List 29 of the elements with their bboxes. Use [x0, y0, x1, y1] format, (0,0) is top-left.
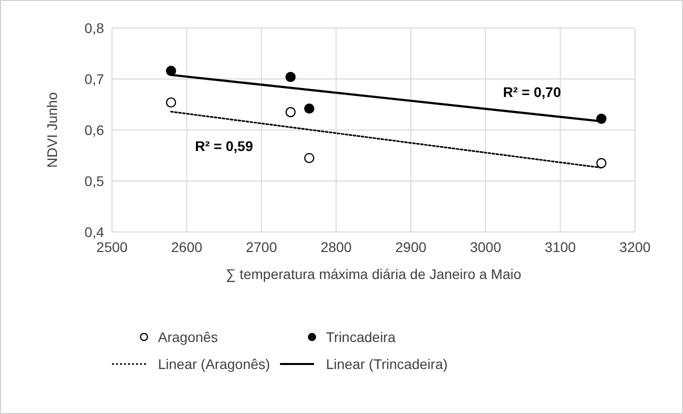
annotation: R² = 0,70: [503, 84, 562, 100]
point: [166, 66, 176, 76]
point: [166, 97, 176, 108]
x-tick-label: 3000: [470, 239, 502, 255]
legend-label: Aragonês: [158, 328, 218, 345]
point: [596, 158, 606, 168]
y-tick-label: 0,8: [84, 20, 104, 36]
x-tick-label: 3200: [619, 239, 651, 255]
y-axis-title: NDVI Junho: [44, 92, 60, 168]
annotation: R² = 0,59: [195, 138, 254, 154]
point: [596, 114, 606, 124]
legend-label: Linear (Aragonês): [158, 356, 270, 372]
x-axis-title: ∑ temperatura máxima diária de Janeiro a Maio: [226, 266, 522, 282]
y-tick-label: 0,6: [84, 122, 104, 138]
y-tick-label: 0,7: [84, 70, 104, 87]
x-tick-label: 2600: [171, 239, 202, 255]
x-tick-label: 2900: [395, 239, 427, 255]
legend-label: Linear (Trincadeira): [326, 356, 448, 372]
point: [304, 103, 314, 114]
y-tick-label: 0,4: [84, 224, 104, 240]
x-tick-label: 2800: [320, 239, 352, 255]
legend-label: Trincadeira: [326, 328, 396, 345]
point: [285, 107, 296, 118]
x-tick-label: 2500: [96, 239, 128, 255]
y-tick-label: 0,5: [84, 172, 104, 189]
point: [285, 72, 296, 82]
x-tick-label: 2700: [246, 239, 278, 255]
x-tick-label: 3100: [544, 239, 576, 255]
point: [304, 152, 314, 164]
